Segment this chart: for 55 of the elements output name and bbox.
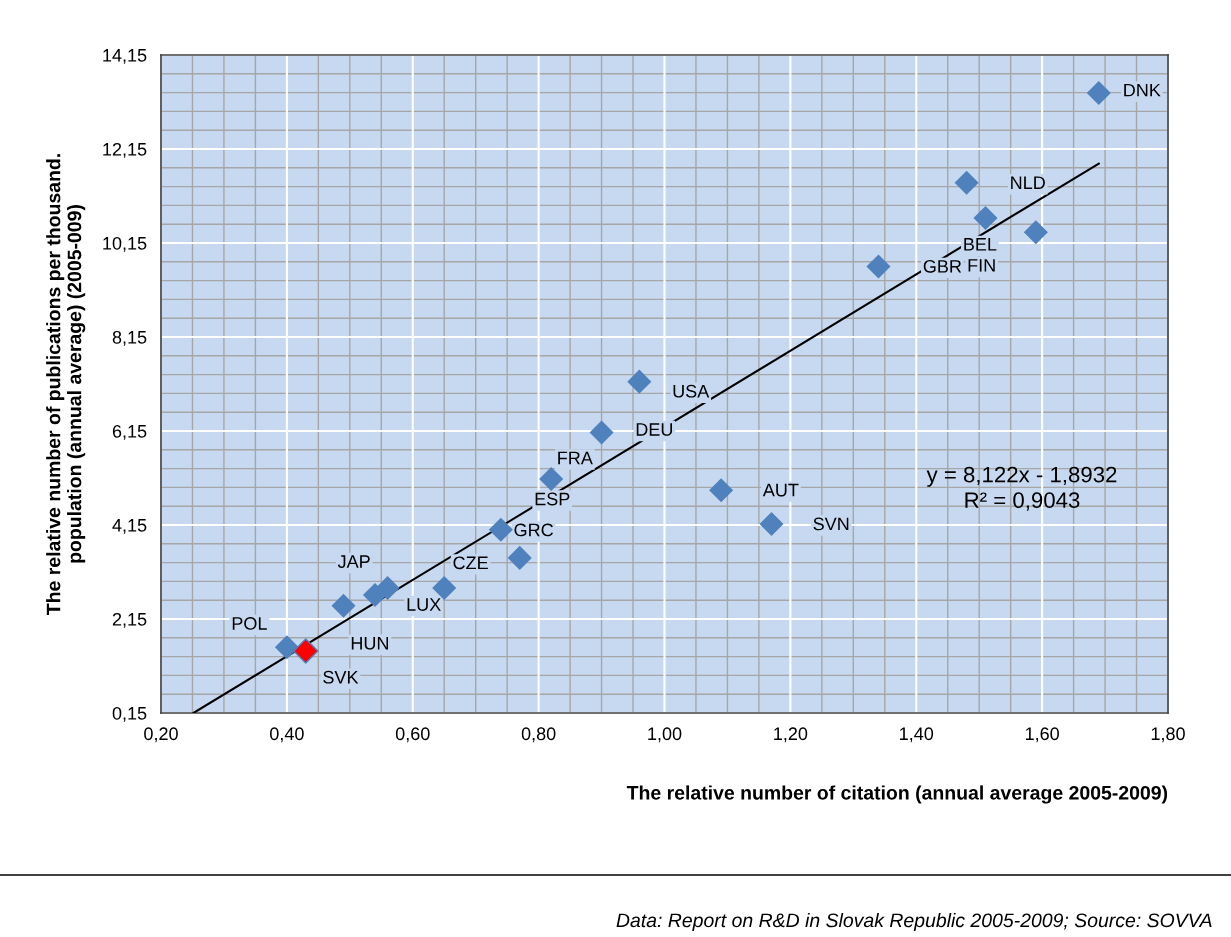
annotation: POL bbox=[232, 617, 267, 630]
x-tick-label: 1,60 bbox=[1025, 727, 1059, 743]
annotation: BEL bbox=[964, 238, 997, 251]
annotation: SVN bbox=[813, 517, 849, 531]
point bbox=[954, 170, 979, 195]
y-tick-label: 2,15 bbox=[112, 612, 147, 628]
annotation: AUT bbox=[762, 483, 799, 497]
annotation: HUN bbox=[351, 636, 388, 650]
point bbox=[507, 545, 532, 570]
point bbox=[1023, 220, 1048, 245]
point bbox=[539, 466, 564, 491]
x-tick-label: 1,20 bbox=[774, 727, 808, 743]
annotation: LUX bbox=[407, 598, 441, 611]
point bbox=[1086, 81, 1111, 106]
y-axis-title: The relative number of publications per thousand. population (annual average) (2005-009) bbox=[46, 154, 86, 615]
annotation: SVK bbox=[323, 670, 359, 684]
y-tick-label: 10,15 bbox=[103, 236, 147, 252]
point bbox=[709, 478, 734, 503]
annotation: DNK bbox=[1124, 83, 1161, 97]
x-tick-label: 0,40 bbox=[270, 727, 304, 743]
x-tick-label: 1,40 bbox=[900, 727, 934, 743]
annotation: FRA bbox=[558, 451, 593, 465]
x-tick-label: 0,80 bbox=[521, 727, 556, 743]
point bbox=[759, 512, 784, 537]
annotation: y = 8,122x - 1,8932 R² = 0,9043 bbox=[926, 466, 1117, 511]
x-tick-label: 1,80 bbox=[1151, 727, 1185, 743]
y-tick-label: 4,15 bbox=[112, 519, 147, 534]
y-tick-label: 6,15 bbox=[112, 424, 147, 440]
y-tick-label: 8,15 bbox=[112, 330, 147, 346]
annotation: GBR bbox=[923, 259, 962, 273]
annotation: JAP bbox=[337, 555, 370, 568]
text: Data: Report on R&D in Slovak Republic 2005-2009; Source: SOVVA bbox=[616, 912, 1212, 932]
x-tick-label: 0,60 bbox=[395, 727, 430, 743]
point bbox=[274, 635, 299, 660]
point bbox=[627, 369, 652, 394]
point bbox=[589, 420, 614, 445]
annotation: FIN bbox=[968, 259, 995, 272]
x-tick-label: 1,00 bbox=[648, 727, 682, 743]
annotation: USA bbox=[673, 384, 710, 398]
annotation: CZE bbox=[453, 556, 488, 570]
point bbox=[331, 593, 356, 618]
x-axis-title: The relative number of citation (annual average 2005-2009) bbox=[626, 785, 1168, 804]
y-tick-label: 14,15 bbox=[103, 49, 147, 64]
annotation: NLD bbox=[1011, 176, 1045, 189]
point bbox=[375, 575, 400, 601]
y-tick-label: 0,15 bbox=[112, 706, 147, 722]
point bbox=[293, 638, 319, 664]
annotation: ESP bbox=[535, 492, 570, 506]
annotation: DEU bbox=[636, 423, 673, 436]
y-tick-label: 12,15 bbox=[103, 142, 147, 158]
x-tick-label: 0,20 bbox=[144, 727, 178, 743]
point bbox=[973, 206, 998, 231]
point bbox=[866, 254, 891, 279]
point bbox=[488, 517, 513, 542]
annotation: GRC bbox=[514, 523, 554, 537]
